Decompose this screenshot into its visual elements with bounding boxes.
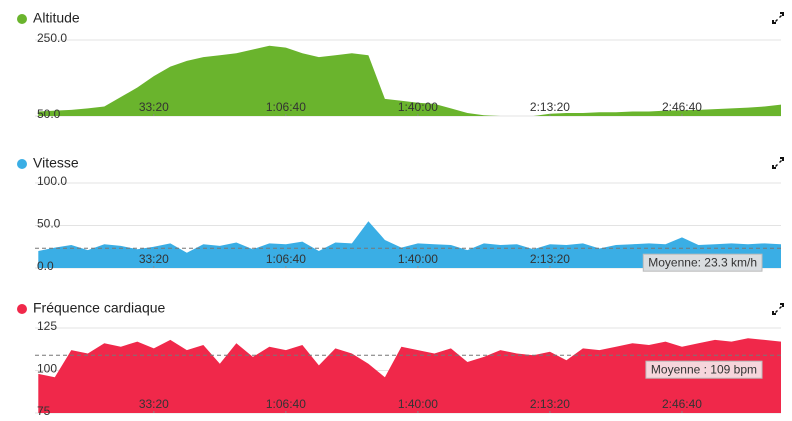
y-tick-label: 250.0 [37,31,67,45]
expand-glyph [772,303,784,315]
x-tick-label: 33:20 [139,252,169,266]
chart-title: Altitude [33,10,80,26]
x-tick-label: 1:40:00 [398,100,438,114]
y-tick-label: 50.0 [37,217,61,231]
chart-title: Vitesse [33,155,79,171]
x-tick-label: 2:13:20 [530,252,570,266]
x-tick-label: 1:06:40 [266,252,306,266]
average-box [642,253,763,272]
area [38,221,781,268]
y-tick-label: 0.0 [37,259,54,273]
x-tick-label: 33:20 [139,100,169,114]
y-tick-label: 100 [37,362,57,376]
area [38,338,781,413]
legend-dot [17,14,27,24]
x-tick-label: 2:46:40 [662,100,702,114]
average-box [645,360,763,379]
x-tick-label: 1:40:00 [398,252,438,266]
average-label: Moyenne : 109 bpm [651,362,757,376]
x-tick-label: 33:20 [139,397,169,411]
chart-title: Fréquence cardiaque [33,300,166,316]
x-tick-label: 2:46:40 [662,397,702,411]
x-tick-label: 1:06:40 [266,397,306,411]
y-tick-label: 125 [37,319,57,333]
legend-dot [17,159,27,169]
x-tick-label: 1:40:00 [398,397,438,411]
average-badge: Moyenne : 109 bpm [645,360,763,379]
x-tick-label: 2:13:20 [530,100,570,114]
expand-icon[interactable] [772,303,784,315]
average-badge: Moyenne: 23.3 km/h [642,253,763,272]
x-tick-label: 2:13:20 [530,397,570,411]
legend-dot [17,304,27,314]
x-tick-label: 1:06:40 [266,100,306,114]
average-label: Moyenne: 23.3 km/h [648,255,757,269]
expand-glyph [772,12,784,24]
area [38,45,781,117]
y-tick-label: 75 [37,404,51,418]
expand-glyph [772,157,784,169]
y-tick-label: 100.0 [37,174,67,188]
expand-icon[interactable] [772,12,784,24]
y-tick-label: 50.0 [37,107,61,121]
expand-icon[interactable] [772,157,784,169]
